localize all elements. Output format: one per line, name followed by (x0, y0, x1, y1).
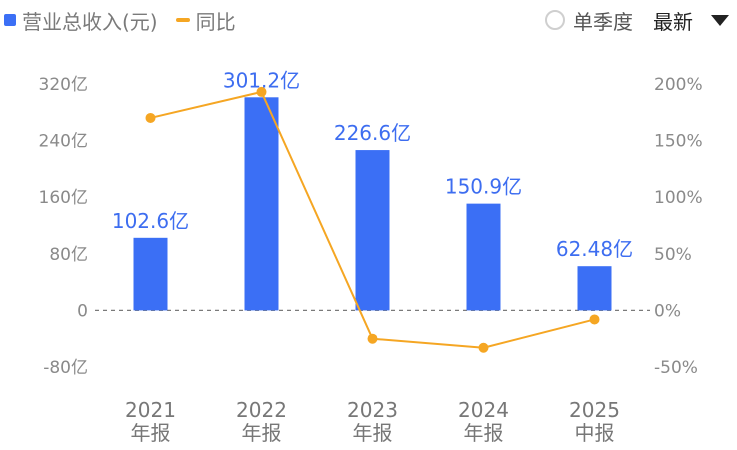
x-tick-report-type: 年报 (131, 421, 171, 445)
yoy-swatch (175, 18, 190, 22)
right-tick-label: 50% (654, 245, 692, 265)
caret-down-icon (711, 14, 729, 26)
quarterly-radio[interactable]: 单季度 (545, 6, 633, 35)
radio-circle-icon[interactable] (545, 10, 565, 30)
right-tick-label: 100% (654, 188, 703, 208)
yoy-point (478, 342, 489, 353)
bar-value-label: 102.6亿 (112, 209, 189, 233)
x-tick-report-type: 年报 (353, 421, 393, 445)
sort-dropdown-label: 最新 (653, 9, 693, 34)
chart-controls: 单季度 最新 (545, 4, 729, 36)
revenue-bar (244, 97, 279, 311)
x-tick-year: 2022 (236, 398, 287, 422)
bar-value-label: 62.48亿 (556, 237, 633, 261)
right-tick-label: 0% (654, 301, 681, 321)
yoy-point (256, 86, 267, 97)
yoy-line (145, 86, 600, 353)
legend-item-yoy[interactable]: 同比 (175, 6, 236, 35)
legend-item-revenue[interactable]: 营业总收入(元) (4, 6, 158, 35)
revenue-bar (577, 266, 612, 311)
left-tick-label: 0 (77, 301, 88, 321)
x-tick-report-type: 年报 (242, 421, 282, 445)
x-tick-report-type: 中报 (575, 421, 615, 445)
bar-value-label: 301.2亿 (223, 68, 300, 92)
right-axis-ticks: 200% 150% 100% 50% 0% -50% (654, 75, 703, 378)
legend-revenue-label: 营业总收入(元) (22, 9, 158, 34)
revenue-bar (133, 237, 168, 311)
x-tick-report-type: 年报 (464, 421, 504, 445)
bar-value-label: 150.9亿 (445, 175, 522, 199)
revenue-bar (466, 203, 501, 311)
quarterly-label: 单季度 (573, 9, 633, 34)
legend-yoy-label: 同比 (195, 9, 236, 34)
left-tick-label: 160亿 (39, 188, 88, 208)
left-tick-label: 320亿 (39, 75, 88, 95)
left-tick-label: 80亿 (49, 245, 88, 265)
revenue-bars (133, 97, 612, 311)
left-tick-label: -80亿 (43, 358, 88, 378)
chart-legend: 营业总收入(元) 同比 (4, 4, 236, 36)
right-tick-label: 200% (654, 75, 703, 95)
yoy-point (145, 112, 156, 123)
yoy-point (367, 333, 378, 344)
left-tick-label: 240亿 (39, 132, 88, 152)
yoy-point (589, 314, 600, 325)
x-tick-year: 2023 (347, 398, 398, 422)
x-tick-year: 2021 (125, 398, 176, 422)
bar-value-label: 226.6亿 (334, 121, 411, 145)
x-tick-year: 2024 (458, 398, 509, 422)
revenue-bar (355, 150, 390, 311)
sort-dropdown[interactable]: 最新 (653, 6, 729, 35)
right-tick-label: 150% (654, 132, 703, 152)
right-tick-label: -50% (654, 358, 698, 378)
bar-value-labels: 102.6亿 301.2亿 226.6亿 150.9亿 62.48亿 (112, 68, 633, 261)
x-tick-year: 2025 (569, 398, 620, 422)
revenue-swatch (4, 14, 16, 26)
left-axis-ticks: 320亿 240亿 160亿 80亿 0 -80亿 (39, 75, 88, 378)
